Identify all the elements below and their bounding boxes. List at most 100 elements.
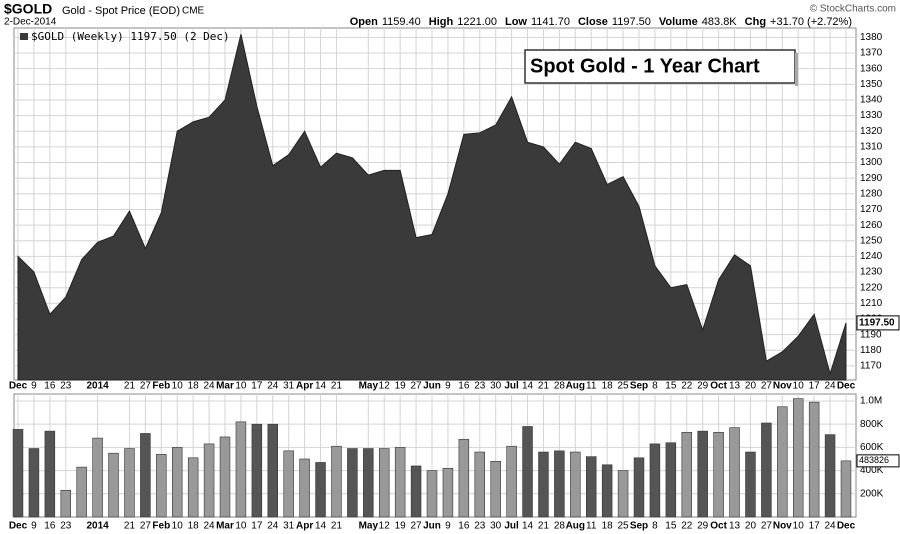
- x-tick-label: 25: [618, 521, 630, 532]
- volume-bar: [665, 442, 677, 518]
- y-tick-label: 800K: [860, 419, 884, 430]
- x-tick-label: 10: [793, 521, 805, 532]
- volume-bar: [171, 447, 183, 518]
- volume-bar: [633, 457, 645, 518]
- legend: $GOLD (Weekly) 1197.50 (2 Dec): [31, 30, 230, 43]
- x-tick-label: 21: [124, 521, 136, 532]
- legend-swatch: [20, 33, 28, 40]
- x-tick-label: 21: [538, 521, 550, 532]
- y-tick-label: 1170: [860, 361, 882, 372]
- volume-bar: [777, 406, 788, 518]
- x-tick-label: May: [359, 521, 379, 532]
- volume-bar: [522, 426, 533, 518]
- x-tick-label: 11: [586, 521, 597, 532]
- x-tick-label: 13: [729, 521, 741, 532]
- y-tick-label: 1360: [860, 63, 883, 74]
- volume-bar: [824, 434, 836, 518]
- last-value-box: [856, 454, 900, 468]
- volume-bar: [347, 448, 358, 518]
- volume-bar: [745, 451, 756, 518]
- x-tick-label: Dec: [837, 381, 856, 392]
- volume-bar: [570, 451, 581, 518]
- x-tick-label: 10: [235, 381, 247, 392]
- x-tick-label: 21: [331, 381, 343, 392]
- volume-bar: [378, 448, 390, 518]
- x-tick-label: Nov: [773, 381, 792, 392]
- y-tick-label: 1220: [860, 282, 883, 293]
- y-tick-label: 1340: [860, 95, 883, 106]
- x-tick-label: Feb: [152, 521, 170, 532]
- x-tick-label: 21: [331, 521, 343, 532]
- quote-value: 483.8K: [702, 16, 738, 28]
- security-name: Gold - Spot Price (EOD): [62, 5, 180, 17]
- volume-bar: [315, 462, 326, 518]
- volume-bar: [76, 466, 87, 518]
- x-tick-label: Jun: [423, 521, 441, 532]
- x-tick-label: 13: [729, 381, 741, 392]
- x-tick-label: Aug: [566, 381, 585, 392]
- volume-bar: [124, 448, 135, 518]
- y-tick-label: 1.0M: [860, 396, 882, 407]
- volume-bar: [108, 452, 119, 518]
- x-tick-label: Dec: [9, 381, 28, 392]
- y-tick-label: 200K: [860, 488, 884, 499]
- volume-bar: [331, 445, 342, 518]
- y-tick-label: 1370: [860, 48, 883, 59]
- x-tick-label: Dec: [9, 521, 28, 532]
- x-tick-label: Apr: [296, 521, 313, 532]
- x-tick-label: 8: [652, 521, 658, 532]
- x-tick-label: 14: [522, 521, 534, 532]
- x-tick-label: 17: [251, 381, 263, 392]
- x-tick-label: 19: [395, 381, 407, 392]
- x-tick-label: 31: [283, 381, 295, 392]
- x-tick-label: 15: [665, 381, 677, 392]
- x-tick-label: Sep: [630, 381, 648, 392]
- x-tick-label: 2014: [86, 521, 109, 532]
- volume-bar: [808, 401, 820, 518]
- y-tick-label: 1280: [860, 188, 883, 199]
- volume-bar: [92, 437, 103, 518]
- x-tick-label: Oct: [710, 381, 727, 392]
- volume-bar: [426, 470, 438, 518]
- volume-bar: [235, 421, 247, 518]
- y-tick-label: 1310: [860, 142, 883, 153]
- x-tick-label: 29: [697, 381, 709, 392]
- x-tick-label: 24: [825, 521, 837, 532]
- x-tick-label: 27: [411, 521, 423, 532]
- x-tick-label: 18: [188, 381, 200, 392]
- y-tick-label: 1330: [860, 110, 883, 121]
- x-tick-label: 16: [44, 521, 56, 532]
- x-tick-label: 10: [172, 521, 184, 532]
- volume-bar: [363, 448, 374, 518]
- x-tick-label: 23: [60, 521, 72, 532]
- volume-bar: [538, 451, 549, 518]
- y-tick-label: 1240: [860, 251, 883, 262]
- x-tick-label: 18: [602, 381, 614, 392]
- x-tick-label: 31: [283, 521, 295, 532]
- x-tick-label: Jun: [423, 381, 441, 392]
- y-tick-label: 1320: [860, 126, 883, 137]
- x-tick-label: 19: [395, 521, 407, 532]
- volume-bar: [442, 467, 454, 518]
- x-tick-label: 9: [31, 381, 37, 392]
- x-tick-label: 27: [761, 521, 773, 532]
- y-tick-label: 1210: [860, 298, 883, 309]
- y-tick-label: 1350: [860, 79, 883, 90]
- date: 2-Dec-2014: [4, 17, 57, 28]
- x-tick-label: 12: [379, 521, 391, 532]
- annotation-box: [524, 49, 796, 84]
- x-tick-label: 24: [267, 521, 279, 532]
- x-tick-label: 27: [140, 381, 152, 392]
- quote-value: 1141.70: [531, 16, 570, 28]
- last-value-label: 483826: [859, 455, 889, 465]
- volume-bar: [251, 423, 263, 518]
- volume-bar: [283, 450, 294, 518]
- x-tick-label: 25: [618, 381, 630, 392]
- y-tick-label: 1270: [860, 204, 883, 215]
- exchange: CME: [182, 6, 205, 17]
- y-tick-label: 1230: [860, 267, 883, 278]
- y-tick-label: 1250: [860, 235, 883, 246]
- volume-bar: [203, 443, 215, 518]
- volume-bar: [299, 458, 310, 518]
